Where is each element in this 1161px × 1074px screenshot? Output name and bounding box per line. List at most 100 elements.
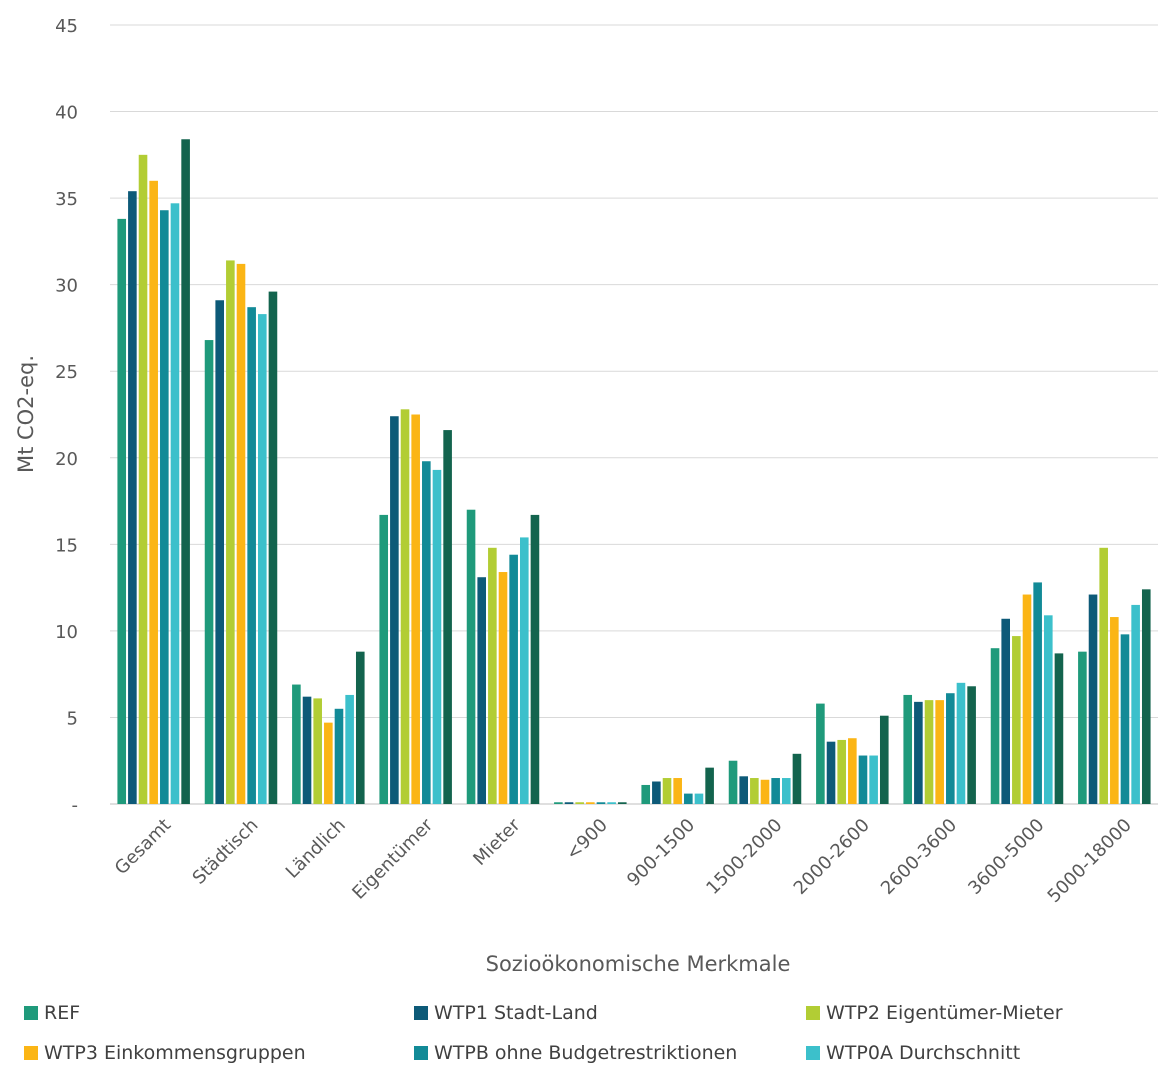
bar xyxy=(379,514,389,804)
bar xyxy=(1012,636,1021,804)
bar xyxy=(869,755,878,804)
bar xyxy=(247,307,256,804)
bar xyxy=(837,739,846,804)
legend-item: WTP3 Einkommensgruppen xyxy=(24,1042,306,1064)
bar xyxy=(694,793,704,804)
bar xyxy=(575,802,584,804)
bar xyxy=(160,210,169,805)
bar xyxy=(652,781,661,804)
bar xyxy=(226,260,235,804)
bars xyxy=(117,139,1151,805)
bar xyxy=(149,180,158,805)
bar xyxy=(292,684,301,804)
bar xyxy=(816,703,825,804)
bar xyxy=(1044,615,1053,804)
bar xyxy=(509,554,518,804)
bar xyxy=(488,547,497,804)
bar xyxy=(705,767,714,804)
bar xyxy=(334,708,344,804)
bar xyxy=(771,778,780,804)
bar xyxy=(1131,604,1140,804)
bar xyxy=(390,416,399,804)
bar xyxy=(355,651,365,804)
x-tick-label: 900-1500 xyxy=(623,815,699,891)
bar xyxy=(313,698,322,804)
bar xyxy=(498,572,508,804)
legend-label: WTP1 Stadt-Land xyxy=(434,1002,598,1024)
bar xyxy=(1141,589,1151,804)
bar xyxy=(935,700,944,804)
bar xyxy=(117,218,127,804)
bar xyxy=(641,784,651,804)
y-tick-label: 5 xyxy=(67,708,78,729)
y-axis-title: Mt CO2-eq. xyxy=(14,355,38,473)
x-tick-label: Mieter xyxy=(469,814,525,870)
bar xyxy=(466,509,476,804)
legend-label: WTP0A Durchschnitt xyxy=(826,1042,1021,1064)
bar xyxy=(170,203,180,805)
bar xyxy=(858,755,868,804)
bar xyxy=(432,469,442,804)
bar xyxy=(520,537,529,804)
x-tick-label: 2600-3600 xyxy=(877,815,961,899)
y-tick-label: 45 xyxy=(55,16,78,37)
legend-item: WTP0A Durchschnitt xyxy=(806,1042,1020,1064)
y-tick-label: 35 xyxy=(55,189,78,210)
legend-label: WTPB ohne Budgetrestriktionen xyxy=(434,1042,738,1064)
bar xyxy=(1078,651,1087,804)
bar xyxy=(990,648,1000,804)
legend: REF WTP1 Stadt-Land WTP2 Eigentümer-Mieter… xyxy=(0,1002,1161,1074)
bar xyxy=(750,778,759,804)
bar xyxy=(903,694,913,804)
bar xyxy=(324,722,333,804)
legend-swatch xyxy=(24,1046,38,1060)
bar xyxy=(617,802,627,804)
legend-swatch xyxy=(414,1046,428,1060)
bar xyxy=(1120,634,1130,804)
bar xyxy=(1054,653,1064,804)
y-tick-label: 15 xyxy=(55,535,78,556)
bar xyxy=(530,514,540,804)
legend-item: WTP2 Eigentümer-Mieter xyxy=(806,1002,1063,1024)
legend-swatch xyxy=(806,1046,820,1060)
bar xyxy=(302,696,312,804)
y-tick-label: 25 xyxy=(55,362,78,383)
bar xyxy=(128,191,137,804)
bar xyxy=(848,738,857,804)
bar xyxy=(1001,618,1010,804)
bar xyxy=(1099,547,1108,804)
bar xyxy=(422,461,431,804)
y-tick-label: 40 xyxy=(55,103,78,124)
legend-item: WTPB ohne Budgetrestriktionen xyxy=(414,1042,737,1064)
x-tick-label: Gesamt xyxy=(111,815,175,879)
y-tick-label: - xyxy=(72,795,79,816)
x-tick-label: 2000-2600 xyxy=(790,815,874,899)
x-tick-label: Ländlich xyxy=(282,815,350,883)
bar xyxy=(236,263,246,804)
legend-item: WTP1 Stadt-Land xyxy=(414,1002,598,1024)
bar xyxy=(268,291,278,805)
bar xyxy=(1033,582,1042,804)
y-tick-label: 10 xyxy=(55,622,78,643)
bar xyxy=(946,693,955,804)
bar xyxy=(1110,617,1119,804)
bar xyxy=(924,700,934,804)
bar xyxy=(879,715,889,804)
legend-label: WTP2 Eigentümer-Mieter xyxy=(826,1002,1063,1024)
legend-label: REF xyxy=(44,1002,81,1024)
bar xyxy=(607,802,616,804)
x-tick-label: <900 xyxy=(562,815,612,865)
y-tick-label: 30 xyxy=(55,276,78,297)
gridlines xyxy=(110,24,1158,805)
bar xyxy=(204,340,214,804)
bar xyxy=(477,577,486,804)
bar xyxy=(138,154,148,804)
bar xyxy=(956,682,966,804)
bar xyxy=(1088,594,1098,804)
bar xyxy=(673,778,682,804)
x-tick-label: Städtisch xyxy=(189,815,263,889)
bar xyxy=(826,741,836,804)
bar xyxy=(181,139,190,804)
legend-item: REF xyxy=(24,1002,80,1024)
